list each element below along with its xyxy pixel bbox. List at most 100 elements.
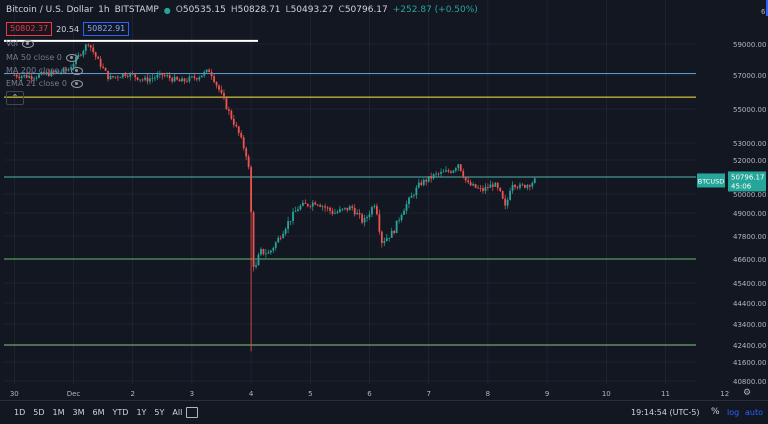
candle-body bbox=[40, 72, 43, 75]
candle-body bbox=[385, 238, 388, 242]
candle-body bbox=[215, 82, 218, 86]
clock-label[interactable]: 19:14:54 (UTC-5) bbox=[631, 408, 700, 417]
interval-label[interactable]: 1h bbox=[98, 5, 110, 15]
eye-icon[interactable] bbox=[70, 66, 83, 75]
candle-body bbox=[435, 173, 437, 175]
candle-body bbox=[144, 77, 146, 80]
eye-icon[interactable] bbox=[21, 39, 34, 48]
candle-body bbox=[524, 184, 526, 188]
candle-body bbox=[47, 72, 50, 76]
candle-body bbox=[531, 182, 534, 187]
candle-body bbox=[526, 185, 529, 188]
range-all[interactable]: All bbox=[172, 408, 183, 417]
x-tick-label: 9 bbox=[545, 390, 549, 398]
x-tick-label: 2 bbox=[130, 390, 134, 398]
indicator-ema21[interactable]: EMA 21 close 0 bbox=[6, 79, 83, 88]
candle-body bbox=[351, 206, 354, 208]
candle-body bbox=[462, 170, 465, 178]
eye-icon[interactable] bbox=[65, 53, 78, 62]
calendar-icon[interactable] bbox=[186, 407, 198, 418]
candle-body bbox=[289, 220, 292, 222]
gear-icon[interactable]: ⚙ bbox=[743, 388, 752, 398]
candle-body bbox=[482, 188, 484, 191]
candle-body bbox=[528, 185, 531, 187]
candle-body bbox=[403, 210, 405, 215]
candle-body bbox=[442, 171, 445, 173]
y-tick-label: 41600.00 bbox=[733, 359, 766, 367]
candle-body bbox=[511, 184, 514, 191]
range-1m[interactable]: 1M bbox=[52, 408, 65, 417]
sell-price-button[interactable]: 50802.37 bbox=[6, 22, 53, 36]
candle-body bbox=[420, 182, 423, 185]
candle-body bbox=[121, 73, 124, 78]
candle-body bbox=[292, 211, 294, 221]
candle-body bbox=[232, 118, 235, 125]
auto-toggle[interactable]: auto bbox=[745, 408, 764, 417]
candle-body bbox=[422, 179, 425, 185]
ohlc-open: O50535.15 bbox=[175, 5, 226, 15]
symbol-name[interactable]: Bitcoin / U.S. Dollar bbox=[6, 5, 94, 15]
candle-body bbox=[205, 69, 208, 72]
log-toggle[interactable]: log bbox=[727, 408, 740, 417]
candle-body bbox=[92, 47, 95, 53]
buy-price-button[interactable]: 50822.91 bbox=[83, 22, 130, 36]
candle-body bbox=[358, 212, 361, 215]
range-6m[interactable]: 6M bbox=[92, 408, 105, 417]
candle-body bbox=[489, 184, 492, 188]
candle-body bbox=[33, 78, 35, 80]
candle-body bbox=[186, 81, 188, 82]
candle-body bbox=[20, 76, 23, 78]
candle-body bbox=[38, 74, 40, 78]
last-price-tag bbox=[728, 171, 766, 192]
indicator-ema21-label: EMA 21 close 0 bbox=[6, 79, 67, 88]
candle-body bbox=[265, 253, 267, 255]
percent-toggle[interactable]: % bbox=[711, 407, 720, 417]
market-status-icon: ● bbox=[163, 5, 171, 15]
candle-body bbox=[519, 184, 521, 188]
range-5y[interactable]: 5Y bbox=[154, 408, 165, 417]
indicator-ma50[interactable]: MA 50 close 0 bbox=[6, 53, 78, 62]
y-top-label: 6 bbox=[761, 8, 766, 16]
candle-body bbox=[223, 93, 225, 99]
candle-body bbox=[309, 205, 312, 207]
range-5d[interactable]: 5D bbox=[33, 408, 45, 417]
indicator-ma200[interactable]: MA 200 close 0 bbox=[6, 66, 83, 75]
candle-body bbox=[99, 58, 102, 67]
candle-body bbox=[400, 214, 403, 220]
candle-body bbox=[501, 191, 504, 199]
range-3m[interactable]: 3M bbox=[72, 408, 85, 417]
candle-body bbox=[255, 265, 257, 267]
candle-body bbox=[304, 202, 307, 204]
candle-body bbox=[57, 71, 60, 73]
bottom-toolbar: 1D 5D 1M 3M 6M YTD 1Y 5Y All 19:14:54 (U… bbox=[0, 400, 768, 424]
candle-body bbox=[25, 75, 28, 78]
candle-body bbox=[472, 184, 474, 186]
price-chart[interactable]: 40800.00 41600.00 42400.00 43400.00 44400.00… bbox=[0, 0, 768, 400]
candle-body bbox=[496, 183, 499, 188]
candle-body bbox=[410, 195, 413, 198]
candle-body bbox=[506, 199, 509, 206]
candle-body bbox=[378, 214, 381, 232]
candle-body bbox=[166, 75, 169, 77]
range-1d[interactable]: 1D bbox=[14, 408, 26, 417]
candle-body bbox=[459, 164, 462, 171]
candle-body bbox=[183, 78, 186, 82]
eye-icon[interactable] bbox=[70, 79, 83, 88]
candle-body bbox=[55, 71, 58, 73]
collapse-indicators-button[interactable]: ⌃ bbox=[6, 91, 24, 105]
candle-body bbox=[425, 179, 428, 182]
range-ytd[interactable]: YTD bbox=[112, 408, 129, 417]
candle-body bbox=[181, 78, 183, 82]
y-tick-label: 59000.00 bbox=[733, 41, 766, 49]
x-tick-label: 10 bbox=[602, 390, 611, 398]
range-1y[interactable]: 1Y bbox=[136, 408, 147, 417]
candle-body bbox=[151, 78, 154, 79]
indicator-vol[interactable]: Vol bbox=[6, 39, 34, 48]
candle-body bbox=[52, 71, 55, 73]
candle-body bbox=[262, 248, 265, 254]
candle-body bbox=[114, 76, 117, 78]
candle-body bbox=[383, 241, 386, 244]
y-tick-label: 55000.00 bbox=[733, 106, 766, 114]
candle-body bbox=[119, 77, 122, 79]
y-tick-label: 45400.00 bbox=[733, 280, 766, 288]
